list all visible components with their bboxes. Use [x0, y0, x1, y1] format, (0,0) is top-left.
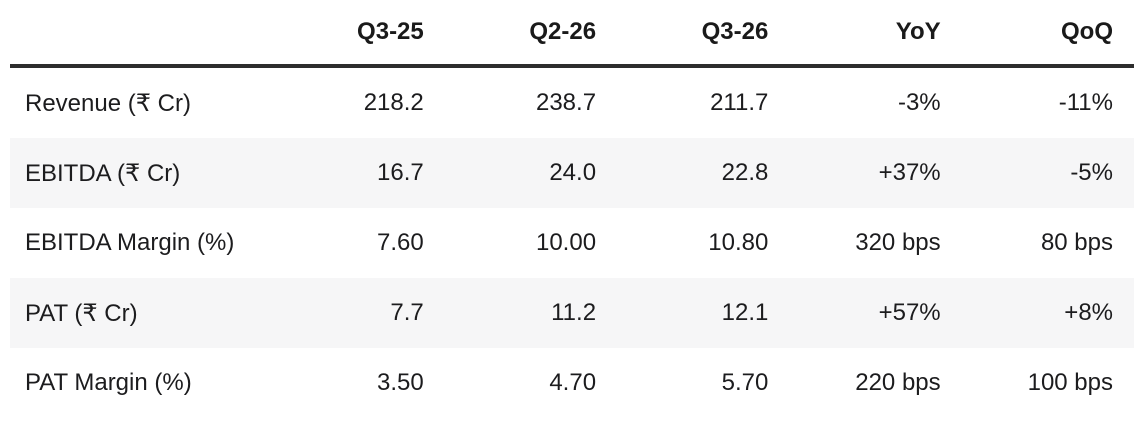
metric-value: +8%: [1064, 299, 1113, 326]
metric-value: 320 bps: [855, 229, 941, 256]
table-row-pat-margin: PAT Margin (%) 3.50 4.70 5.70 220 bps 10…: [10, 348, 1134, 418]
column-header-yoy: YoY: [789, 0, 962, 68]
column-header-q3-26: Q3-26: [617, 0, 790, 68]
metric-value: 7.7: [390, 299, 424, 326]
header-row: Q3-25 Q2-26 Q3-26 YoY QoQ: [10, 0, 1134, 68]
metric-value: 22.8: [721, 159, 769, 186]
column-header-q2-26: Q2-26: [444, 0, 618, 68]
metric-value: 211.7: [710, 89, 769, 116]
metric-value: +57%: [878, 299, 941, 326]
metric-value: -11%: [1058, 89, 1113, 116]
metric-value: 5.70: [721, 369, 769, 396]
metric-value: 10.80: [708, 229, 769, 256]
metric-value: 80 bps: [1040, 229, 1113, 256]
metric-value: +37%: [878, 159, 941, 186]
metric-value: -5%: [1070, 159, 1113, 186]
metric-value: -3%: [897, 89, 941, 116]
column-header-metric: [10, 0, 273, 68]
column-header-qoq: QoQ: [961, 0, 1134, 68]
metric-value: 16.7: [377, 159, 424, 186]
metric-value: 100 bps: [1027, 369, 1113, 396]
metric-value: 220 bps: [855, 369, 941, 396]
metric-label: Revenue (₹ Cr): [25, 89, 191, 117]
table-row-revenue: Revenue (₹ Cr) 218.2 238.7 211.7 -3% -11…: [10, 66, 1134, 138]
metric-value: 11.2: [551, 299, 597, 326]
metric-value: 4.70: [549, 369, 597, 396]
metric-label: EBITDA Margin (%): [25, 229, 235, 256]
metric-label: PAT (₹ Cr): [25, 299, 138, 327]
metric-value: 3.50: [377, 369, 424, 396]
metric-label: EBITDA (₹ Cr): [25, 159, 181, 187]
column-header-q3-25: Q3-25: [272, 0, 445, 68]
metric-value: 7.60: [377, 229, 424, 256]
quarterly-financial-results-table: Q3-25 Q2-26 Q3-26 YoY QoQ Revenue (₹ Cr)…: [10, 0, 1134, 418]
metric-value: 12.1: [721, 299, 769, 326]
table-row-pat: PAT (₹ Cr) 7.7 11.2 12.1 +57% +8%: [10, 278, 1134, 348]
metric-value: 24.0: [549, 159, 597, 186]
metric-value: 238.7: [535, 89, 597, 116]
metric-label: PAT Margin (%): [25, 369, 192, 396]
metric-value: 218.2: [363, 89, 424, 116]
table-row-ebitda: EBITDA (₹ Cr) 16.7 24.0 22.8 +37% -5%: [10, 138, 1134, 208]
metric-value: 10.00: [535, 229, 597, 256]
table-row-ebitda-margin: EBITDA Margin (%) 7.60 10.00 10.80 320 b…: [10, 208, 1134, 278]
